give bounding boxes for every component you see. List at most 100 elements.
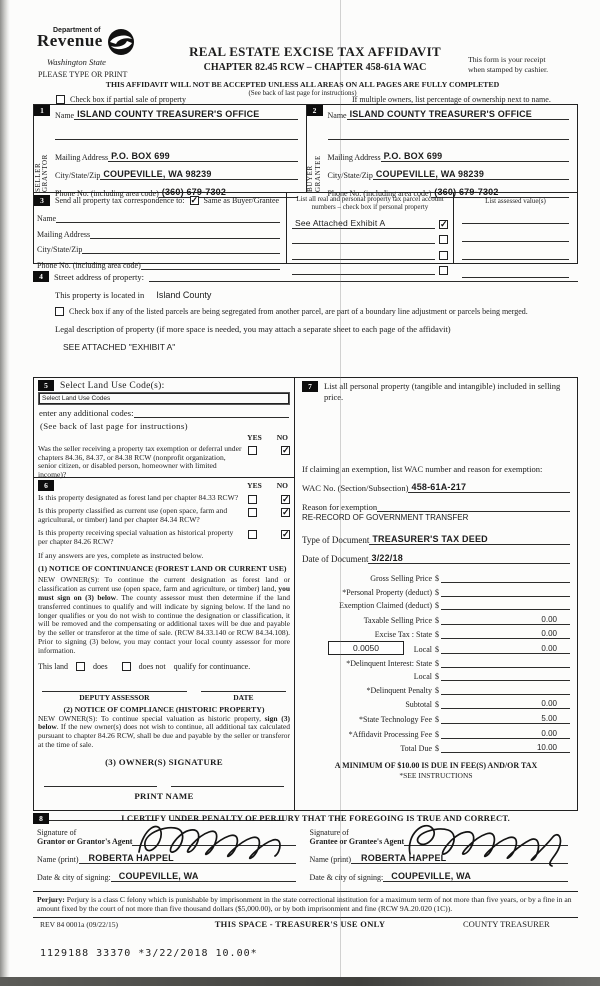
money-field-9[interactable]: 0.00 (441, 699, 570, 710)
money-field-10[interactable]: 5.00 (441, 714, 570, 724)
assessed-row-3-field[interactable] (462, 251, 569, 260)
form-revision-number: REV 84 0001a (09/22/15) (40, 920, 118, 929)
grantee-name-field[interactable]: ROBERTA HAPPEL (351, 853, 568, 864)
grantor-date-value: COUPEVILLE, WA (118, 871, 199, 881)
receipt-note: This form is your receipt when stamped b… (468, 55, 580, 74)
money-field-5[interactable]: 0.00 (441, 644, 570, 654)
money-value-11: 0.00 (541, 728, 557, 738)
s5-question: Was the seller receiving a property tax … (38, 444, 242, 479)
money-field-3[interactable]: 0.00 (441, 615, 570, 625)
s6-q2-yes-checkbox[interactable] (248, 508, 257, 517)
local-rate-box: 0.0050 (328, 640, 404, 655)
section-8-number: 8 (33, 813, 49, 824)
parcel-row-2-checkbox[interactable] (439, 235, 448, 244)
located-in-label: This property is located in (55, 290, 145, 300)
corr-name-field[interactable] (56, 214, 280, 223)
street-address-field[interactable] (148, 273, 578, 282)
seller-mailing-label: Mailing Address (55, 153, 109, 162)
legal-description-label: Legal description of property (if more s… (55, 324, 451, 334)
dollar-sign: $ (435, 630, 439, 640)
assessor-date-field[interactable] (200, 682, 286, 692)
land-does-not-checkbox[interactable] (121, 661, 131, 671)
s6-q1-yes-checkbox[interactable] (248, 495, 257, 504)
parcel-row-1-checkbox[interactable] (439, 219, 448, 230)
buyer-phone-field[interactable]: (360) 679-7302 (431, 187, 569, 198)
additional-codes-field[interactable] (133, 409, 289, 418)
owner-signature-field-2[interactable] (171, 776, 284, 787)
seller-mailing-value: P.O. BOX 699 (111, 151, 170, 161)
seller-phone-field[interactable]: (360) 679-7302 (158, 187, 298, 198)
personal-property-blank-area[interactable] (302, 402, 570, 464)
segregated-checkbox[interactable] (55, 307, 64, 316)
grantor-date-field[interactable]: COUPEVILLE, WA (110, 871, 296, 882)
parcel-row-2-field[interactable] (292, 235, 435, 244)
corr-phone-field[interactable] (140, 261, 280, 270)
owner-print-name-field-2[interactable] (171, 810, 284, 821)
reason-field[interactable] (377, 503, 570, 512)
dollar-sign: $ (435, 729, 439, 739)
money-field-12[interactable]: 10.00 (441, 743, 570, 754)
owner-signature-field-1[interactable] (44, 776, 157, 787)
tax-correspondence-section: 3 Send all property tax correspondence t… (34, 193, 577, 278)
assessed-row-1-field[interactable] (462, 215, 569, 224)
corr-city-field[interactable] (82, 245, 280, 254)
parcel-row-3-checkbox[interactable] (439, 250, 448, 260)
parcel-row-3-field[interactable] (292, 251, 435, 260)
does-not-label: does not (138, 661, 166, 671)
buyer-name-value: ISLAND COUNTY TREASURER'S OFFICE (349, 109, 532, 119)
seller-name-value: ISLAND COUNTY TREASURER'S OFFICE (77, 109, 260, 119)
money-field-11[interactable]: 0.00 (441, 729, 570, 739)
if-yes-note: If any answers are yes, complete as inst… (38, 551, 204, 561)
seller-city-field[interactable]: COUPEVILLE, WA 98239 (100, 169, 298, 180)
buyer-city-field[interactable]: COUPEVILLE, WA 98239 (372, 169, 569, 180)
assessed-row-2-field[interactable] (462, 233, 569, 242)
dollar-sign: $ (435, 615, 439, 625)
buyer-extra-name-field[interactable] (327, 131, 569, 140)
money-field-0[interactable] (441, 574, 570, 583)
partial-sale-checkbox[interactable] (56, 95, 65, 104)
owner-print-name-field-1[interactable] (44, 810, 157, 821)
buyer-mailing-field[interactable]: P.O. BOX 699 (380, 151, 569, 162)
money-field-1[interactable] (441, 588, 570, 597)
money-field-2[interactable] (441, 601, 570, 611)
grantee-signature-field[interactable] (404, 837, 568, 846)
s6-q1-no-checkbox[interactable] (281, 494, 290, 505)
parcel-row-4-checkbox[interactable] (439, 266, 448, 275)
type-of-document-field[interactable]: TREASURER'S TAX DEED (369, 534, 570, 545)
s6-q2-no-checkbox[interactable] (281, 507, 290, 518)
corr-mailing-label: Mailing Address (37, 229, 91, 239)
s5-no-checkbox[interactable] (281, 445, 290, 456)
money-field-4[interactable]: 0.00 (441, 629, 570, 640)
section-1-number: 1 (34, 105, 50, 116)
deputy-assessor-signature-field[interactable] (42, 682, 187, 692)
land-use-code-dropdown[interactable]: Select Land Use Codes (39, 393, 289, 404)
grantor-name-field[interactable]: ROBERTA HAPPEL (78, 853, 296, 864)
wac-field[interactable]: 458-61A-217 (408, 482, 570, 493)
treasurer-use-only-label: THIS SPACE - TREASURER'S USE ONLY (214, 919, 386, 929)
money-field-6[interactable] (441, 659, 570, 668)
s6-q3-no-checkbox[interactable] (281, 529, 290, 540)
s5-yes-checkbox[interactable] (248, 446, 257, 455)
money-label-9: Subtotal (405, 700, 432, 710)
perjury-text: Perjury is a class C felony which is pun… (37, 895, 572, 913)
money-label-5: Local (413, 644, 432, 654)
seller-extra-name-field[interactable] (55, 131, 298, 140)
reason-value: RE-RECORD OF GOVERNMENT TRANSFER (302, 513, 469, 522)
same-as-buyer-label: Same as Buyer/Grantee (203, 196, 280, 205)
parcel-row-4-field[interactable] (292, 266, 435, 275)
money-field-8[interactable] (441, 686, 570, 695)
same-as-buyer-checkbox[interactable] (189, 195, 199, 206)
parcel-row-1-field[interactable]: See Attached Exhibit A (292, 218, 435, 229)
seller-name-field[interactable]: ISLAND COUNTY TREASURER'S OFFICE (74, 109, 298, 120)
grantee-date-field[interactable]: COUPEVILLE, WA (383, 871, 568, 882)
corr-mailing-field[interactable] (90, 230, 280, 239)
assessed-row-4-field[interactable] (462, 269, 569, 278)
money-field-7[interactable] (441, 672, 570, 682)
land-does-checkbox[interactable] (76, 661, 85, 671)
s6-q3-yes-checkbox[interactable] (248, 530, 257, 540)
buyer-name-field[interactable]: ISLAND COUNTY TREASURER'S OFFICE (346, 109, 569, 120)
page-fold-line (340, 0, 341, 977)
date-of-document-field[interactable]: 3/22/18 (368, 553, 570, 564)
seller-mailing-field[interactable]: P.O. BOX 699 (108, 151, 298, 162)
grantor-signature-field[interactable] (132, 837, 296, 846)
